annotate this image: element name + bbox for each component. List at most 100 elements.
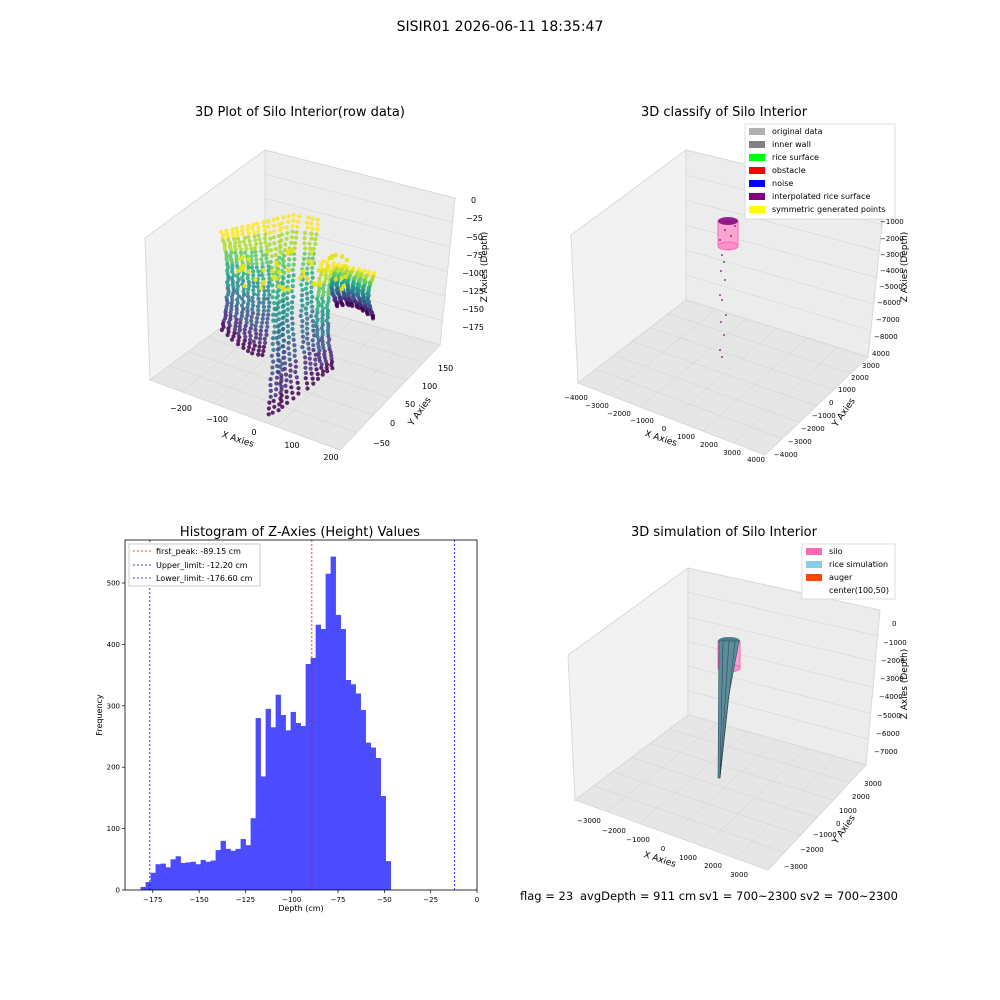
- raw-3d-point: [280, 221, 284, 225]
- raw-3d-point: [317, 345, 321, 349]
- raw-3d-point: [259, 241, 263, 245]
- histogram-bar: [386, 861, 391, 890]
- raw-3d-point: [245, 306, 249, 310]
- raw-3d-point: [303, 236, 307, 240]
- histogram-bar: [286, 730, 291, 890]
- raw-3d-point: [238, 321, 242, 325]
- simulation-3d-x-tick: 1000: [679, 854, 697, 862]
- raw-3d-point: [305, 292, 309, 296]
- raw-3d-point: [263, 240, 267, 244]
- legend-swatch-inner-wall: [749, 141, 765, 148]
- classify-3d-x-tick: 4000: [747, 456, 765, 464]
- raw-3d-point: [290, 306, 294, 310]
- raw-3d-point: [251, 300, 255, 304]
- simulation-3d-z-tick: −1000: [883, 639, 907, 647]
- raw-3d-point: [254, 332, 258, 336]
- raw-3d-point: [230, 338, 234, 342]
- raw-3d-point: [261, 349, 265, 353]
- classify-3d-x-tick: 1000: [677, 433, 695, 441]
- classify-3d-point: [719, 349, 721, 351]
- raw-3d-point: [305, 317, 309, 321]
- histogram-bar: [301, 726, 306, 890]
- raw-3d-point: [294, 236, 298, 240]
- raw-3d-point: [340, 287, 345, 292]
- raw-3d-point: [266, 219, 270, 223]
- raw-3d-point: [271, 295, 275, 299]
- histogram-x-tick-label: −100: [282, 896, 301, 904]
- raw-3d-point: [259, 245, 263, 249]
- histogram-bar: [296, 723, 301, 890]
- raw-3d-point: [280, 393, 284, 397]
- raw-3d-point: [246, 276, 250, 280]
- raw-3d-point: [267, 272, 271, 276]
- raw-3d-point: [265, 321, 269, 325]
- raw-3d-point: [240, 275, 244, 279]
- raw-3d-point: [257, 301, 261, 305]
- raw-3d-point: [253, 246, 257, 250]
- histogram-bar: [311, 658, 316, 890]
- raw-3d-point: [301, 329, 305, 333]
- histogram-y-tick-label: 300: [107, 702, 120, 710]
- raw-3d-point: [272, 241, 276, 245]
- raw-3d-point: [294, 365, 298, 369]
- raw-3d-point: [278, 359, 282, 363]
- raw-3d-point: [304, 287, 308, 291]
- raw-3d-title: 3D Plot of Silo Interior(row data): [195, 105, 405, 120]
- raw-3d-point: [251, 347, 255, 351]
- raw-3d-point: [264, 333, 268, 337]
- raw-3d-point: [270, 269, 275, 274]
- raw-3d-point: [275, 296, 279, 300]
- classify-3d-x-tick: 0: [662, 425, 666, 433]
- raw-3d-point: [226, 333, 230, 337]
- raw-3d-point: [255, 316, 259, 320]
- raw-3d-point: [251, 273, 255, 277]
- classify-3d-point: [723, 261, 725, 263]
- histogram-bar: [211, 861, 216, 890]
- raw-3d-point: [292, 273, 296, 277]
- raw-3d-point: [260, 261, 264, 265]
- raw-3d-point: [313, 282, 318, 287]
- raw-3d-point: [286, 287, 291, 292]
- legend-swatch-symmetric-generated-points: [749, 206, 765, 213]
- raw-3d-point: [259, 286, 264, 291]
- raw-3d-point: [293, 370, 297, 374]
- raw-3d-point: [254, 336, 258, 340]
- raw-3d-point: [290, 311, 294, 315]
- raw-3d-point: [242, 263, 247, 268]
- raw-3d-point: [310, 261, 315, 266]
- raw-3d-point: [255, 221, 259, 225]
- raw-3d-point: [274, 387, 278, 391]
- raw-3d-point: [251, 223, 255, 227]
- raw-3d-point: [283, 265, 287, 269]
- raw-3d-point: [247, 345, 251, 349]
- raw-3d-point: [296, 391, 300, 395]
- raw-3d-point: [263, 341, 267, 345]
- panel-histogram: Histogram of Z-Axies (Height) Values −17…: [95, 525, 479, 913]
- raw-3d-point: [284, 390, 288, 394]
- histogram-bar: [161, 864, 166, 890]
- simulation-3d-x-tick: −3000: [577, 817, 601, 825]
- raw-3d-point: [305, 327, 309, 331]
- raw-3d-point: [286, 302, 290, 306]
- classify-3d-point: [721, 299, 723, 301]
- raw-3d-point: [286, 220, 290, 224]
- raw-3d-point: [277, 270, 282, 275]
- raw-3d-point: [241, 255, 246, 260]
- raw-3d-point: [280, 233, 284, 237]
- raw-3d-point: [268, 231, 272, 235]
- raw-3d-point: [264, 329, 268, 333]
- raw-3d-point: [246, 287, 250, 291]
- classify-3d-z-label: Z Axies (Depth): [900, 232, 910, 303]
- classify-3d-point: [720, 270, 722, 272]
- raw-3d-point: [281, 299, 285, 303]
- raw-3d-point: [280, 388, 284, 392]
- raw-3d-point: [239, 251, 243, 255]
- raw-3d-point: [289, 385, 293, 389]
- raw-3d-point: [277, 284, 282, 289]
- raw-3d-point: [312, 247, 316, 251]
- raw-3d-point: [271, 336, 275, 340]
- status-line: flag = 23 avgDepth = 911 cm sv1 = 700~23…: [520, 889, 898, 903]
- raw-3d-point: [254, 254, 258, 258]
- raw-3d-point: [245, 320, 249, 324]
- raw-3d-point: [269, 260, 273, 264]
